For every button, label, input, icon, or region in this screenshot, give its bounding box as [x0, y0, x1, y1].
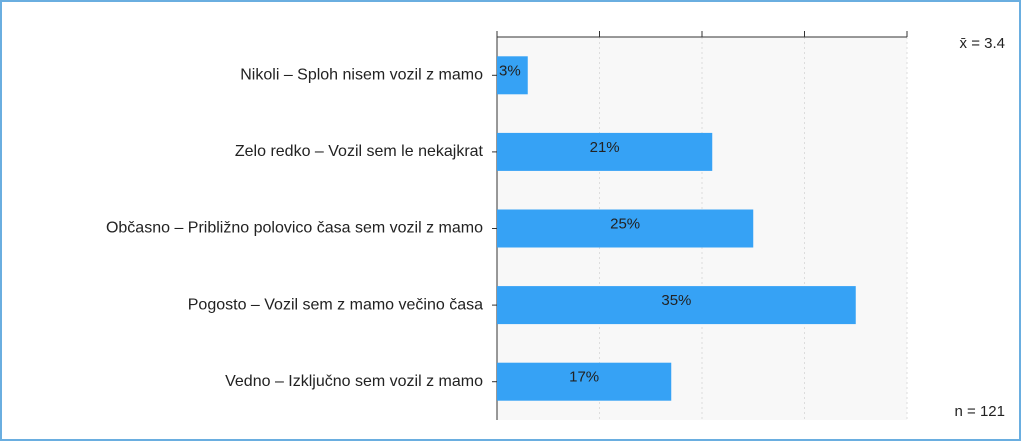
bar	[497, 362, 672, 401]
mean-annotation: x̄ = 3.4	[960, 35, 1005, 52]
y-tick-label: Občasno – Približno polovico časa sem vo…	[106, 220, 483, 237]
value-label: 17%	[569, 369, 599, 386]
bar	[497, 286, 856, 325]
bar	[497, 132, 713, 171]
bar	[497, 56, 528, 95]
y-tick-label: Nikoli – Sploh nisem vozil z mamo	[240, 67, 483, 84]
y-tick-label: Pogosto – Vozil sem z mamo večino časa	[188, 296, 483, 313]
y-tick-label: Vedno – Izključno sem vozil z mamo	[225, 373, 483, 390]
count-annotation: n = 121	[955, 403, 1005, 420]
y-tick-label: Zelo redko – Vozil sem le nekajkrat	[235, 143, 484, 160]
value-label: 35%	[661, 292, 691, 309]
value-label: 21%	[590, 139, 620, 156]
value-label: 25%	[610, 215, 640, 232]
bar	[497, 209, 754, 248]
value-label: 3%	[499, 62, 521, 79]
